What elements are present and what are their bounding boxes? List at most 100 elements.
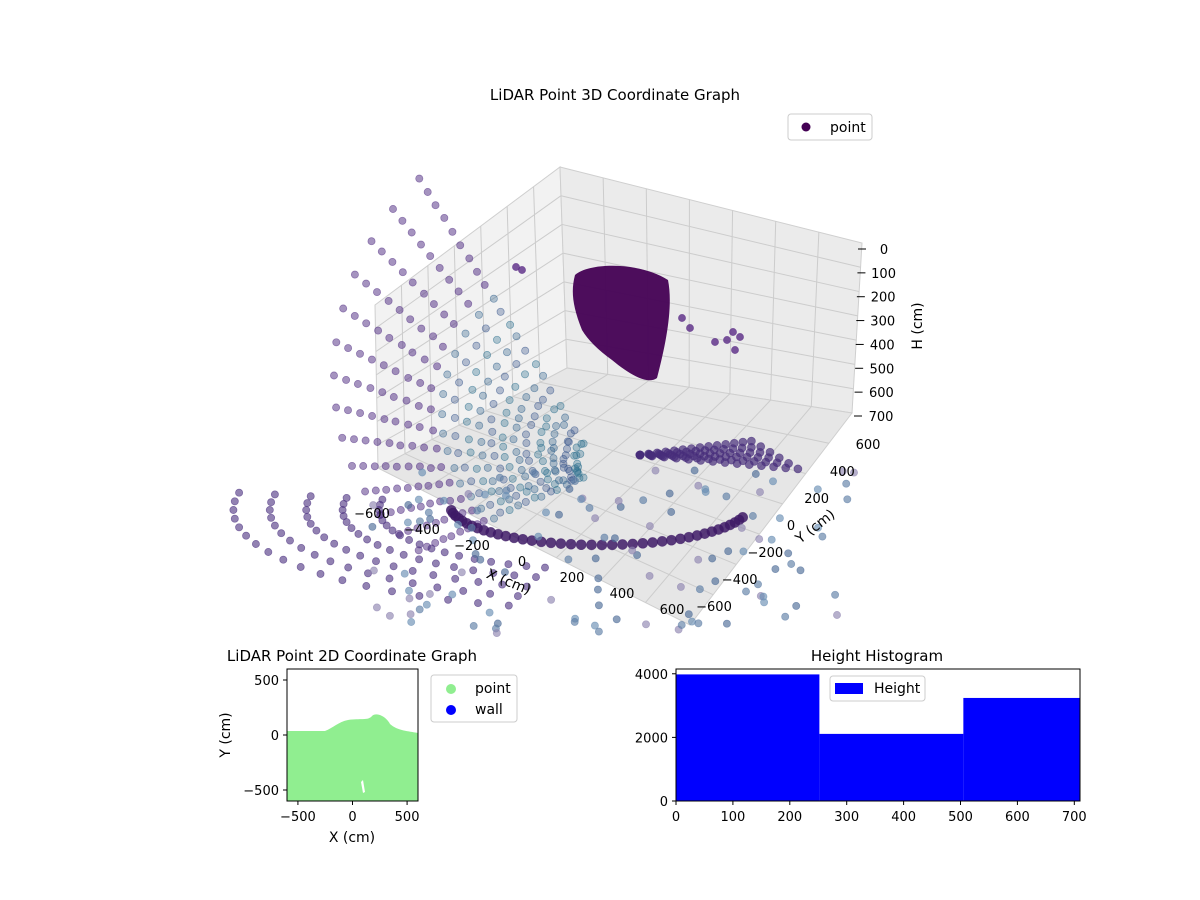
- point-marker: [833, 611, 841, 619]
- point-marker: [479, 391, 487, 400]
- point-marker: [517, 533, 529, 545]
- point-marker: [426, 499, 435, 508]
- point-marker: [451, 432, 460, 441]
- point-marker: [457, 568, 466, 577]
- grid-line: [480, 226, 487, 411]
- point-marker: [332, 338, 341, 347]
- point-marker: [320, 533, 329, 542]
- z-tick-label: 0: [880, 243, 888, 258]
- point-marker: [356, 409, 365, 418]
- point-marker: [422, 521, 431, 530]
- legend-2d: point wall: [430, 674, 518, 723]
- point-marker: [361, 487, 370, 496]
- point-marker: [445, 275, 454, 284]
- histogram-bar: [676, 674, 820, 801]
- point-marker: [729, 328, 737, 336]
- point-marker: [521, 497, 530, 506]
- point-marker: [439, 496, 448, 505]
- point-marker: [813, 485, 822, 494]
- point-marker: [549, 444, 558, 452]
- y-tick-label: 600: [856, 438, 881, 453]
- point-marker: [347, 524, 356, 533]
- x-tick-label: −400: [404, 523, 440, 538]
- x-tick-label: 600: [660, 603, 685, 618]
- point-marker: [391, 367, 400, 376]
- point-marker: [555, 510, 563, 519]
- point-marker: [559, 455, 568, 463]
- grid-line: [729, 210, 734, 394]
- point-marker: [389, 562, 398, 571]
- point-marker: [477, 438, 486, 446]
- point-marker: [522, 439, 531, 448]
- point-marker: [408, 441, 417, 450]
- point-marker: [550, 429, 559, 438]
- plot-histogram: Height Histogram 0 100 200 300 400 500 600 7000…: [635, 647, 1087, 825]
- point-marker: [492, 629, 501, 638]
- point-marker: [480, 490, 489, 499]
- point-marker: [831, 590, 840, 599]
- point-marker: [512, 423, 521, 432]
- point-marker: [612, 615, 621, 624]
- point-marker: [677, 621, 686, 629]
- point-marker: [429, 571, 438, 580]
- point-marker: [534, 401, 543, 410]
- point-marker: [532, 573, 540, 582]
- point-marker: [431, 518, 440, 527]
- point-marker: [423, 188, 432, 196]
- point-marker: [500, 453, 509, 461]
- point-marker: [565, 538, 577, 550]
- point-marker: [551, 467, 560, 476]
- point-marker: [426, 464, 435, 473]
- point-marker: [420, 443, 429, 452]
- point-marker: [443, 447, 452, 456]
- plot-2d-title: LiDAR Point 2D Coordinate Graph: [227, 647, 477, 665]
- point-marker: [552, 422, 561, 431]
- point-marker: [422, 600, 431, 609]
- point-cluster-object: [572, 265, 670, 381]
- point-marker: [350, 270, 359, 279]
- point-marker: [306, 519, 315, 528]
- point-marker: [265, 506, 274, 514]
- point-marker: [450, 413, 459, 422]
- grid-line: [375, 224, 563, 352]
- point-marker: [850, 468, 858, 477]
- point-marker: [435, 480, 444, 489]
- point-marker: [402, 396, 411, 405]
- point-marker: [330, 371, 338, 380]
- point-marker: [456, 241, 465, 250]
- point-marker: [439, 390, 448, 399]
- histogram-frame: [675, 668, 1081, 802]
- point-marker: [483, 463, 492, 472]
- point-marker: [517, 405, 526, 413]
- y-tick-label: −400: [722, 573, 758, 588]
- z-tick-label: 400: [870, 338, 895, 353]
- point-marker: [659, 452, 669, 462]
- z-tick-label: 500: [869, 362, 894, 377]
- point-marker: [594, 627, 603, 636]
- point-marker: [356, 551, 365, 560]
- point-marker: [577, 495, 586, 504]
- point-marker: [306, 492, 315, 501]
- point-marker: [366, 384, 375, 393]
- plot-3d-title: LiDAR Point 3D Coordinate Graph: [490, 86, 740, 104]
- point-marker: [361, 436, 370, 445]
- point-marker: [472, 368, 481, 377]
- point-marker: [405, 586, 413, 595]
- histogram-bar: [819, 733, 964, 801]
- point-marker: [838, 467, 847, 476]
- point-marker: [476, 555, 485, 564]
- point-marker: [496, 497, 505, 506]
- histogram-y-tick-label: 4000: [635, 668, 668, 683]
- point-marker: [560, 420, 568, 429]
- point-marker: [332, 403, 341, 412]
- point-marker: [348, 461, 356, 470]
- point-marker: [303, 512, 312, 521]
- point-marker: [531, 360, 540, 369]
- point-marker: [464, 435, 473, 444]
- point-marker: [487, 487, 496, 496]
- point-marker: [748, 512, 757, 520]
- point-marker: [417, 240, 425, 249]
- point-marker: [818, 532, 827, 541]
- point-marker: [732, 459, 742, 468]
- point-marker: [438, 410, 447, 419]
